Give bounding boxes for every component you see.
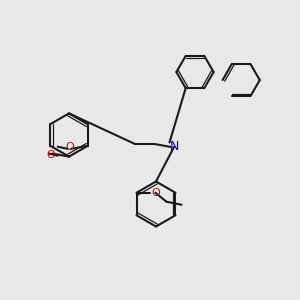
- Text: O: O: [65, 142, 74, 152]
- Text: O: O: [46, 150, 56, 160]
- Text: N: N: [169, 140, 179, 154]
- Text: O: O: [152, 188, 160, 198]
